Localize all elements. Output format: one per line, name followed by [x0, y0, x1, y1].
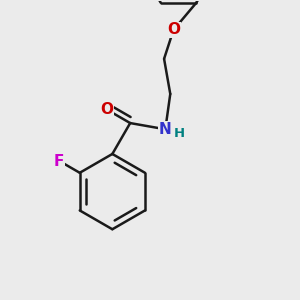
- Text: O: O: [100, 102, 113, 117]
- Text: O: O: [167, 22, 180, 38]
- Text: F: F: [54, 154, 64, 169]
- Text: N: N: [159, 122, 172, 137]
- Text: H: H: [174, 127, 185, 140]
